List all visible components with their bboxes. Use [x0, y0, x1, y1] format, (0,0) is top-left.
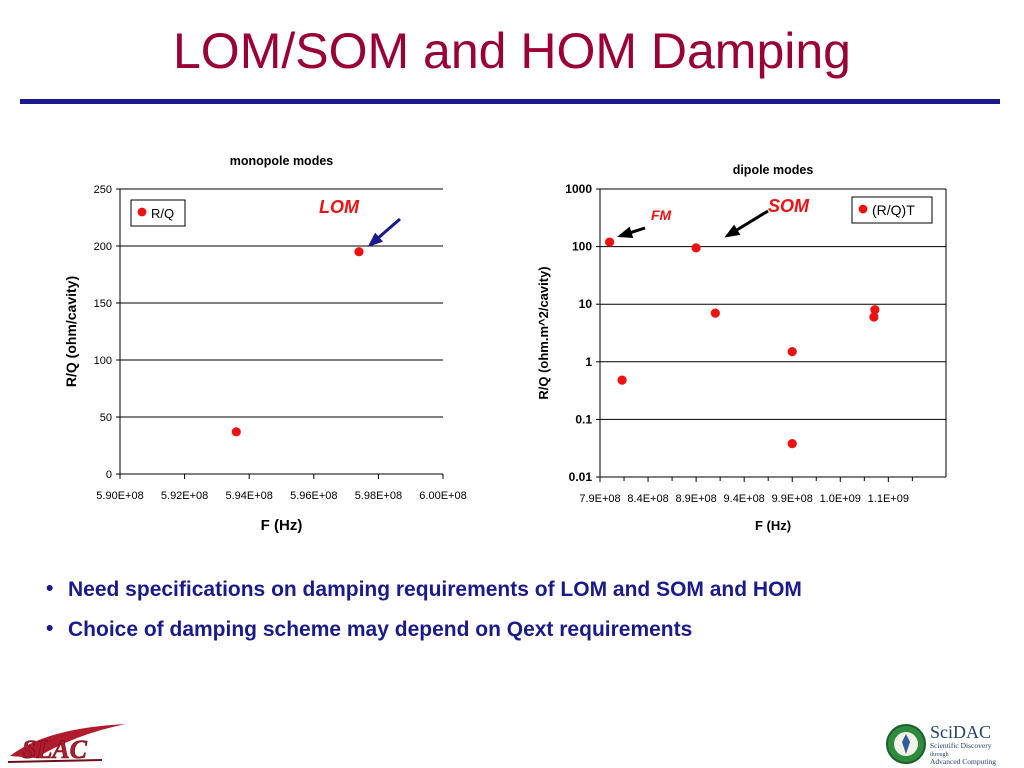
svg-text:SLAC: SLAC: [22, 735, 88, 764]
bullet-item: • Need specifications on damping requirem…: [46, 577, 802, 601]
bullet-text: Choice of damping scheme may depend on Q…: [68, 618, 693, 641]
data-point: [354, 247, 364, 257]
x-axis-label: F (Hz): [261, 517, 303, 534]
svg-text:Scientific Discovery: Scientific Discovery: [930, 741, 992, 750]
x-tick-label: 5.92E+08: [161, 490, 208, 502]
data-point: [617, 375, 627, 385]
y-tick-label: 0.01: [569, 470, 593, 484]
data-point: [231, 427, 241, 437]
x-tick-label: 5.96E+08: [290, 490, 337, 502]
bullet-list: • Need specifications on damping requirem…: [44, 577, 1004, 658]
data-point: [710, 308, 720, 318]
data-point: [869, 312, 879, 322]
legend-marker: [137, 207, 147, 217]
y-tick-label: 250: [94, 184, 112, 196]
y-tick-label: 200: [94, 241, 112, 253]
x-tick-label: 8.9E+08: [675, 493, 716, 505]
x-tick-label: 1.0E+09: [820, 493, 861, 505]
y-tick-label: 100: [94, 355, 112, 367]
slide-title: LOM/SOM and HOM Damping: [173, 23, 851, 79]
annotation-arrowhead: [617, 226, 634, 239]
chart-title: dipole modes: [733, 163, 814, 177]
data-point: [605, 237, 615, 247]
y-tick-label: 0: [106, 469, 112, 481]
y-axis-label: R/Q (ohm.m^2/cavity): [536, 266, 551, 399]
y-tick-label: 1000: [565, 182, 592, 196]
y-tick-label: 100: [572, 240, 592, 254]
scidac-logo: SciDAC Scientific Discovery through Adva…: [886, 722, 996, 766]
annotation-label: SOM: [768, 196, 810, 216]
y-axis-label: R/Q (ohm/cavity): [63, 276, 79, 387]
legend-label: R/Q: [151, 206, 174, 221]
y-tick-label: 0.1: [575, 412, 592, 426]
x-tick-label: 1.1E+09: [868, 493, 909, 505]
x-axis-label: F (Hz): [755, 518, 791, 533]
annotation-arrowhead: [724, 224, 741, 238]
svg-text:through: through: [930, 752, 949, 758]
x-tick-label: 5.90E+08: [96, 490, 143, 502]
svg-text:SciDAC: SciDAC: [930, 722, 991, 742]
title-underline: [20, 99, 1000, 104]
y-tick-label: 10: [579, 297, 593, 311]
x-tick-label: 7.9E+08: [579, 493, 620, 505]
annotation-label: FM: [651, 207, 672, 223]
bullet-item: • Choice of damping scheme may depend on …: [46, 617, 693, 641]
annotation-label: LOM: [319, 197, 360, 217]
y-tick-label: 1: [585, 355, 592, 369]
data-point: [691, 243, 701, 253]
x-tick-label: 8.4E+08: [627, 493, 668, 505]
data-point: [870, 305, 880, 315]
slac-logo: SLAC: [7, 724, 126, 764]
x-tick-label: 5.98E+08: [355, 490, 402, 502]
y-tick-label: 150: [94, 298, 112, 310]
annotation-arrowhead: [367, 232, 383, 247]
data-point: [787, 439, 797, 449]
data-point: [787, 347, 797, 357]
x-tick-label: 9.4E+08: [724, 493, 765, 505]
legend-label: (R/Q)T: [872, 202, 915, 218]
x-tick-label: 6.00E+08: [419, 490, 466, 502]
x-tick-label: 9.9E+08: [772, 493, 813, 505]
y-tick-label: 50: [100, 412, 112, 424]
svg-text:Advanced Computing: Advanced Computing: [930, 757, 996, 766]
chart-title: monopole modes: [230, 154, 334, 168]
legend-marker: [858, 204, 868, 214]
x-tick-label: 5.94E+08: [225, 490, 272, 502]
bullet-text: Need specifications on damping requireme…: [68, 578, 802, 601]
